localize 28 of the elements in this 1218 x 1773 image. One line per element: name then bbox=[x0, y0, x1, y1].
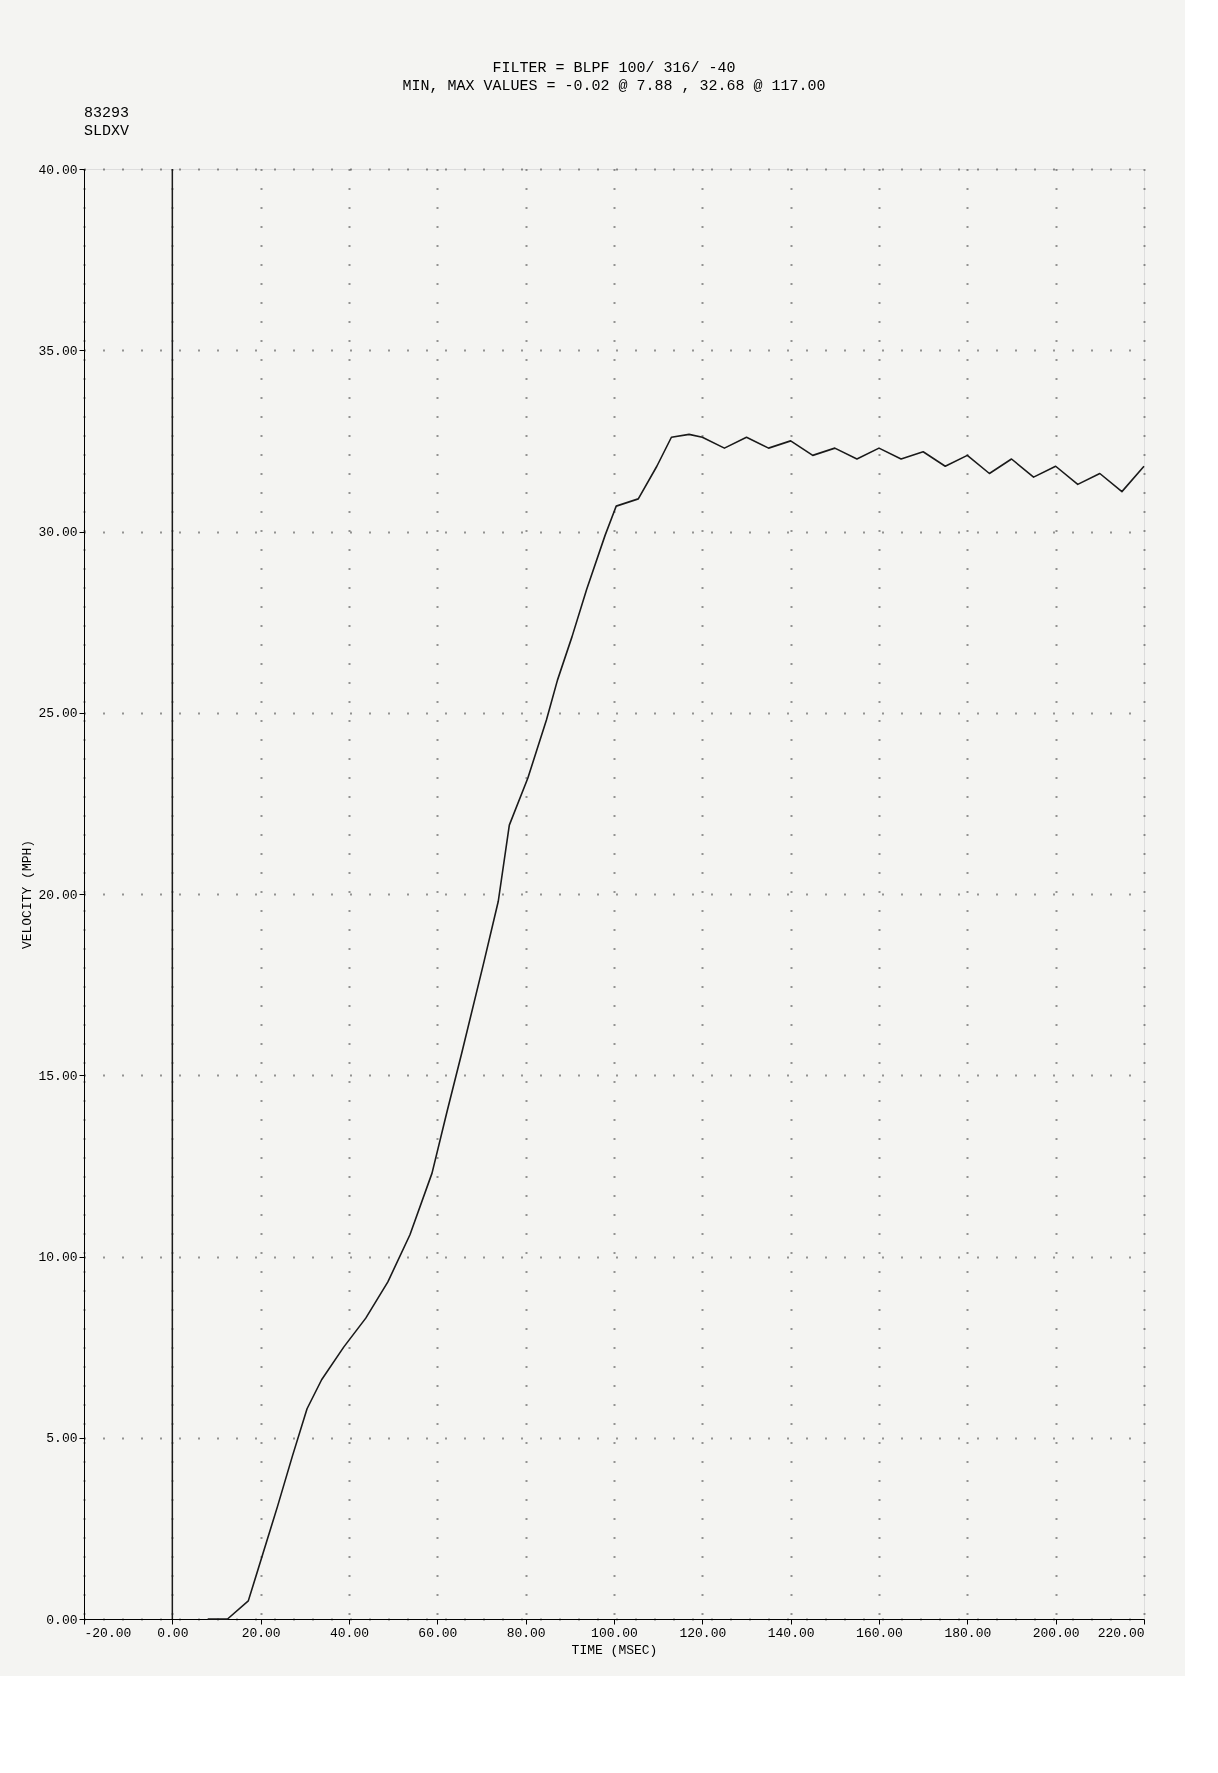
x-tick-label: 80.00 bbox=[506, 1625, 546, 1641]
y-tick-label: 35.00 bbox=[38, 343, 78, 359]
y-tick-label: 15.00 bbox=[38, 1068, 78, 1084]
x-tick-label: 100.00 bbox=[591, 1625, 638, 1641]
x-tick-label: 60.00 bbox=[418, 1625, 458, 1641]
y-tick-label: 10.00 bbox=[38, 1250, 78, 1265]
x-tick-label: 20.00 bbox=[241, 1625, 281, 1641]
y-tick-label: 25.00 bbox=[38, 706, 78, 722]
chart-subtitle: MIN, MAX VALUES = -0.02 @ 7.88 , 32.68 @ 117.00 bbox=[402, 78, 826, 95]
x-tick-label: 160.00 bbox=[856, 1625, 903, 1641]
x-tick-label: 180.00 bbox=[944, 1625, 992, 1641]
x-tick-label: -20.00 bbox=[84, 1625, 132, 1641]
x-tick-label: 220.00 bbox=[1097, 1625, 1145, 1641]
x-tick-label: 120.00 bbox=[679, 1625, 727, 1641]
x-tick-label: 200.00 bbox=[1032, 1625, 1080, 1641]
y-tick-label: 5.00 bbox=[46, 1431, 78, 1447]
text: 83293 bbox=[84, 105, 130, 122]
y-tick-label: 20.00 bbox=[38, 887, 78, 903]
y-axis-title: VELOCITY (MPH) bbox=[20, 839, 36, 950]
y-tick-label: 30.00 bbox=[38, 525, 78, 540]
text: SLDXV bbox=[84, 123, 130, 140]
chart-title: FILTER = BLPF 100/ 316/ -40 bbox=[492, 60, 736, 77]
x-tick-label: 140.00 bbox=[767, 1625, 815, 1641]
x-tick-label: 40.00 bbox=[329, 1625, 370, 1641]
y-tick-label: 0.00 bbox=[46, 1612, 78, 1628]
y-tick-label: 40.00 bbox=[38, 162, 78, 178]
x-tick-label: 0.00 bbox=[157, 1625, 189, 1641]
x-axis-title: TIME (MSEC) bbox=[571, 1642, 658, 1658]
